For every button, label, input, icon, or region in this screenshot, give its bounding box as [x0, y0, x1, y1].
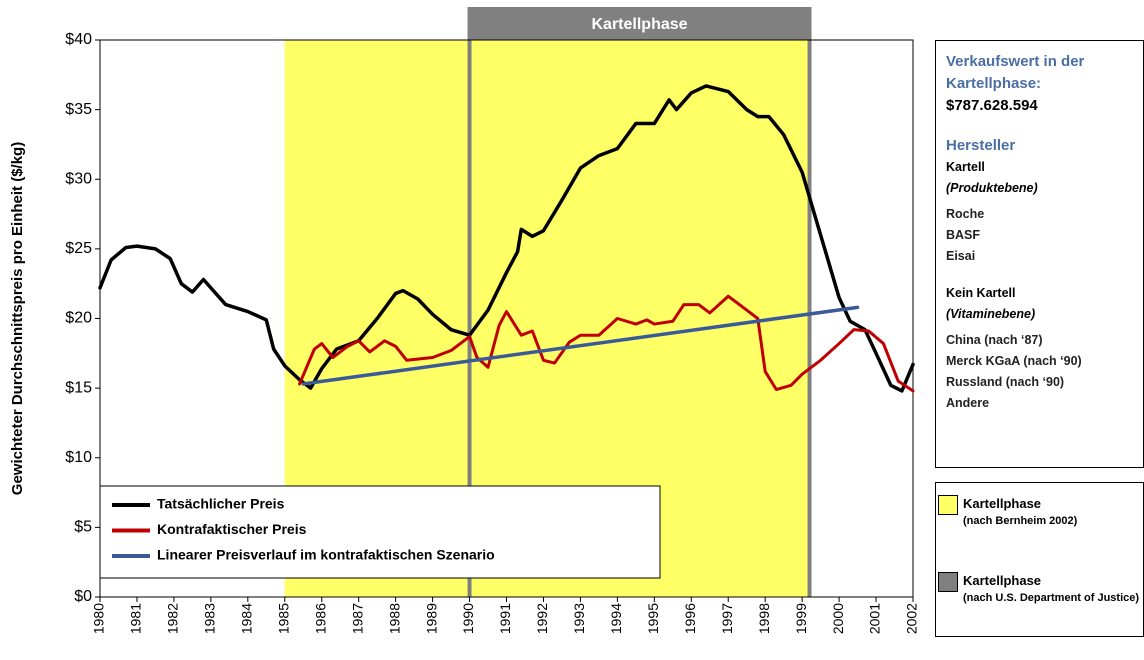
x-tick-label: 1986 — [312, 603, 328, 634]
x-tick-label: 2002 — [904, 603, 920, 634]
group-subtitle: (Vitaminebene) — [946, 307, 1036, 321]
x-tick-label: 1996 — [682, 603, 698, 634]
x-tick-label: 1990 — [460, 603, 476, 634]
x-tick-label: 1984 — [239, 603, 255, 634]
band-swatch — [938, 572, 958, 592]
series-line — [301, 305, 860, 386]
x-tick-label: 1998 — [756, 603, 772, 634]
x-tick-label: 1992 — [534, 603, 550, 634]
band-legend-item: Kartellphase (nach Bernheim 2002) — [938, 495, 1143, 530]
info-panel: Verkaufswert in der Kartellphase: $787.62… — [935, 40, 1144, 468]
y-tick-label: $40 — [65, 31, 92, 48]
legend-label: Tatsächlicher Preis — [157, 496, 285, 512]
group-name: Kartell — [946, 160, 985, 174]
x-tick-label: 1987 — [349, 603, 365, 634]
x-tick-label: 1988 — [386, 603, 402, 634]
legend-label: Kontrafaktischer Preis — [157, 521, 307, 537]
series-line — [298, 294, 915, 393]
y-tick-label: $5 — [74, 519, 92, 536]
x-tick-label: 1994 — [608, 603, 624, 634]
band-swatch — [938, 495, 958, 515]
info-value: $787.628.594 — [946, 97, 1038, 114]
y-tick-label: $35 — [65, 101, 92, 118]
legend-box — [99, 485, 661, 579]
band-legend-text: Kartellphase (nach Bernheim 2002) — [963, 495, 1143, 530]
x-tick-label: 1997 — [719, 603, 735, 634]
band-header-label: Kartellphase — [592, 16, 688, 33]
x-tick-label: 1985 — [275, 603, 291, 634]
group-name: Kein Kartell — [946, 286, 1016, 300]
y-tick-label: $25 — [65, 240, 92, 257]
group-member: Russland (nach ‘90) — [946, 375, 1065, 389]
y-tick-label: $20 — [65, 310, 92, 327]
y-tick-label: $30 — [65, 170, 92, 187]
band-legend-item: Kartellphase (nach U.S. Department of Jus… — [938, 572, 1143, 607]
group-member: Andere — [946, 396, 990, 410]
x-tick-label: 1991 — [497, 603, 513, 634]
info-heading: Hersteller — [946, 137, 1016, 154]
y-tick-label: $15 — [65, 379, 92, 396]
group-member: Eisai — [946, 249, 976, 263]
x-tick-label: 1999 — [793, 603, 809, 634]
x-tick-label: 2000 — [830, 603, 846, 634]
group-member: Roche — [946, 207, 985, 221]
info-title: Verkaufswert in der Kartellphase: — [946, 53, 1085, 92]
x-tick-label: 1980 — [91, 603, 107, 634]
band-legend-label: Kartellphase — [963, 573, 1042, 588]
series-line — [98, 84, 915, 393]
legend-label: Linearer Preisverlauf im kontrafaktische… — [157, 547, 495, 563]
group-member: BASF — [946, 228, 981, 242]
group-member: China (nach ‘87) — [946, 333, 1043, 347]
x-tick-label: 1982 — [165, 603, 181, 634]
band-legend-label: Kartellphase — [963, 496, 1042, 511]
x-tick-label: 2001 — [867, 603, 883, 634]
y-tick-label: $0 — [74, 588, 92, 605]
legend: Tatsächlicher Preis Kontrafaktischer Prei… — [99, 485, 661, 579]
x-tick-label: 1993 — [571, 603, 587, 634]
band-legend-note: (nach U.S. Department of Justice) — [963, 592, 1140, 604]
x-tick-label: 1989 — [423, 603, 439, 634]
band-legend: Kartellphase (nach Bernheim 2002) Kartellp… — [935, 482, 1144, 637]
y-tick-label: $10 — [65, 449, 92, 466]
band-legend-note: (nach Bernheim 2002) — [963, 515, 1078, 527]
group-subtitle: (Produktebene) — [946, 181, 1038, 195]
x-tick-label: 1995 — [645, 603, 661, 634]
band-legend-text: Kartellphase (nach U.S. Department of Jus… — [963, 572, 1143, 607]
x-tick-label: 1981 — [128, 603, 144, 634]
group-member: Merck KGaA (nach ‘90) — [946, 354, 1082, 368]
x-tick-label: 1983 — [202, 603, 218, 634]
band-header — [467, 7, 812, 40]
y-axis-label: Gewichteter Durchschnittspreis pro Einhe… — [9, 142, 26, 495]
